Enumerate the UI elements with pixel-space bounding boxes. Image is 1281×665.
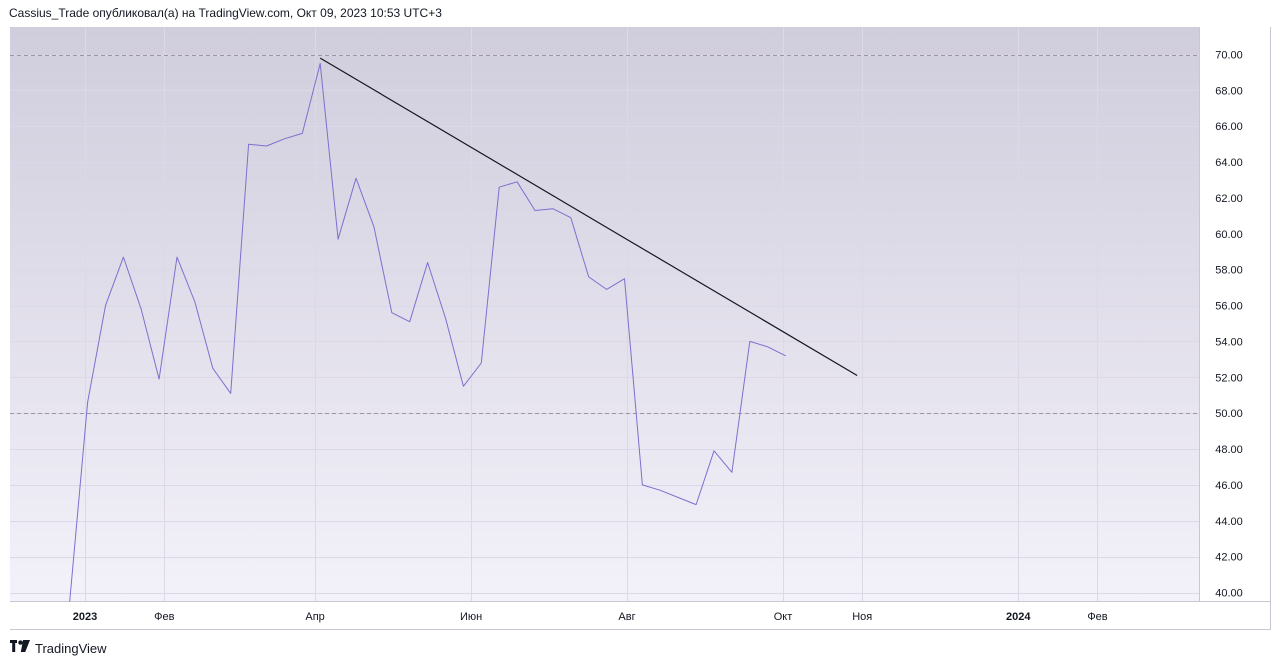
- y-tick-label: 58.00: [1215, 265, 1243, 277]
- y-tick-label: 70.00: [1215, 50, 1243, 62]
- y-tick-label: 62.00: [1215, 193, 1243, 205]
- y-tick-label: 52.00: [1215, 372, 1243, 384]
- y-tick-label: 54.00: [1215, 336, 1243, 348]
- x-tick-label: Июн: [460, 611, 482, 623]
- y-tick-label: 48.00: [1215, 444, 1243, 456]
- y-tick-label: 60.00: [1215, 229, 1243, 241]
- y-tick-label: 66.00: [1215, 121, 1243, 133]
- x-tick-label: Фев: [154, 611, 174, 623]
- y-tick-label: 46.00: [1215, 480, 1243, 492]
- x-tick-label: Окт: [774, 611, 793, 623]
- horizontal-levels: [10, 55, 1199, 414]
- y-tick-label: 42.00: [1215, 552, 1243, 564]
- series-line: [69, 63, 786, 602]
- x-tick-label: 2023: [73, 611, 97, 623]
- plot-background: [10, 27, 1199, 601]
- y-tick-label: 50.00: [1215, 408, 1243, 420]
- x-tick-label: Апр: [305, 611, 324, 623]
- y-tick-label: 44.00: [1215, 516, 1243, 528]
- y-tick-label: 68.00: [1215, 85, 1243, 97]
- footer-brand[interactable]: TradingView: [35, 640, 107, 656]
- y-axis: 40.00 42.00 44.00 46.00 48.00 50.00 52.00 54.00…: [1215, 50, 1243, 600]
- publication-header: Cassius_Trade опубликовал(а) на TradingV…: [9, 6, 442, 20]
- x-tick-label: Фев: [1087, 611, 1107, 623]
- footer: TradingView: [10, 639, 107, 657]
- tradingview-logo-icon[interactable]: [10, 639, 30, 657]
- trendline[interactable]: [319, 57, 858, 377]
- x-tick-label: Авг: [618, 611, 635, 623]
- y-tick-label: 64.00: [1215, 157, 1243, 169]
- y-tick-label: 56.00: [1215, 301, 1243, 313]
- x-tick-label: Ноя: [852, 611, 872, 623]
- x-axis: 2023 Фев Апр Июн Авг Окт Ноя 2024 Фев: [73, 611, 1108, 623]
- x-tick-label: 2024: [1006, 611, 1031, 623]
- y-tick-label: 40.00: [1215, 588, 1243, 600]
